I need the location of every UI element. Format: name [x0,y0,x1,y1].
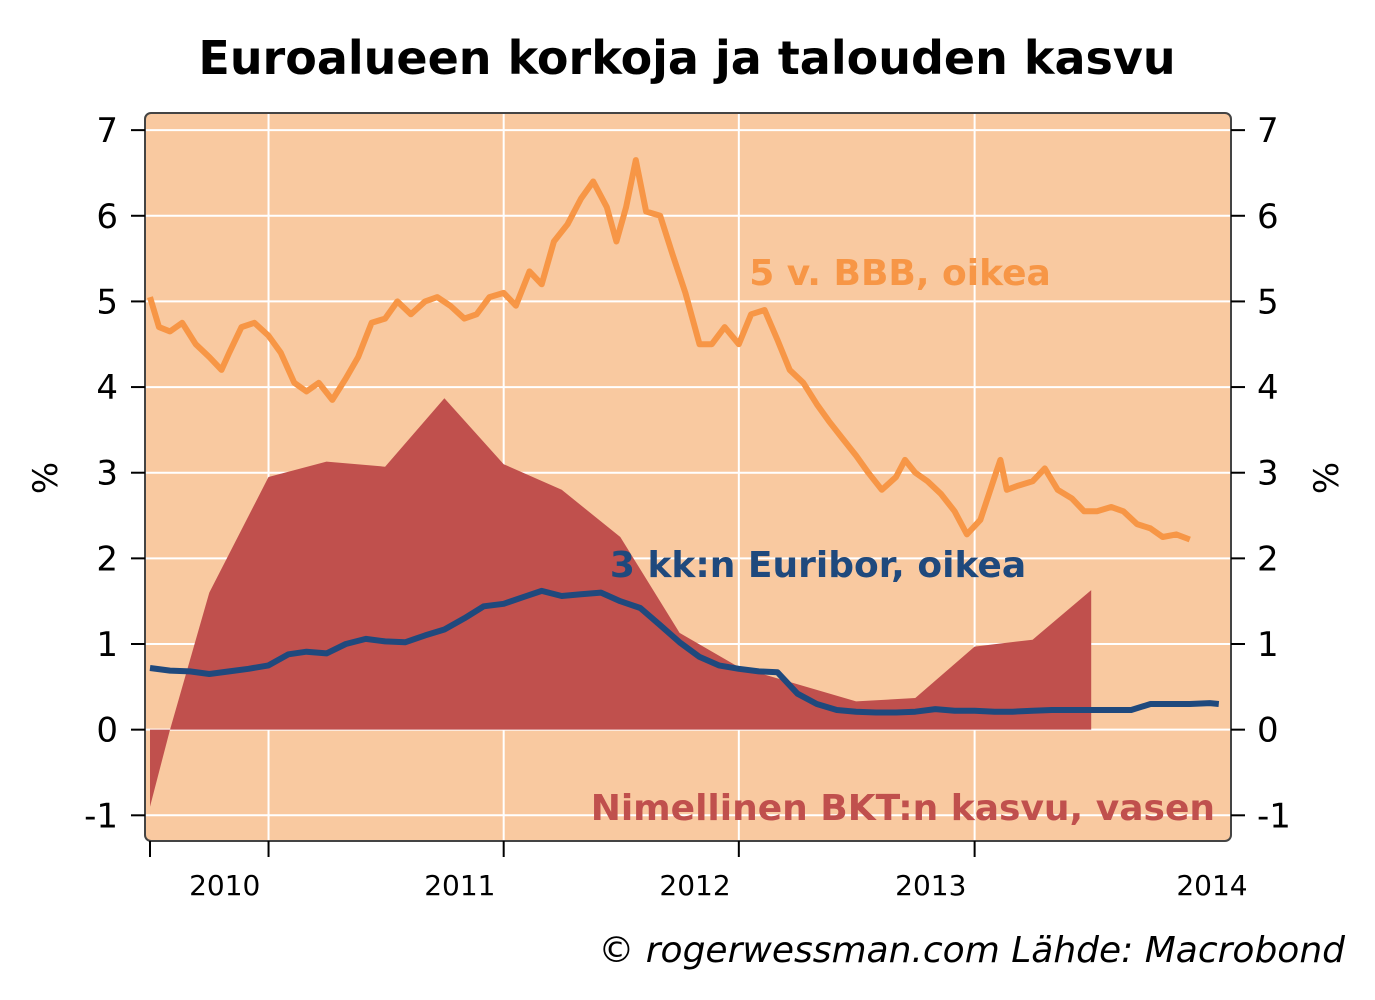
right-tick-label: 2 [1257,539,1279,579]
left-tick-label: 4 [96,368,118,408]
right-axis-ticks: 7 6 5 4 3 2 1 0 -1 [1231,111,1291,836]
left-tick-label: 6 [96,197,118,237]
x-tick-label: 2013 [895,869,966,902]
left-tick-label: 7 [96,111,118,151]
left-tick-label: 5 [96,282,118,322]
plot-frame [144,112,1232,842]
left-axis-label: % [26,462,66,494]
right-tick-label: -1 [1257,796,1291,836]
chart-title: Euroalueen korkoja ja talouden kasvu [198,31,1175,85]
left-tick-label: 2 [96,539,118,579]
left-tick-label: 0 [96,711,118,751]
right-tick-label: 4 [1257,368,1279,408]
euribor-series-label: 3 kk:n Euribor, oikea [610,545,1026,586]
euribor-line [149,587,1220,716]
source-credit: © rogerwessman.com Lähde: Macrobond [598,930,1346,971]
right-tick-label: 7 [1257,111,1279,151]
x-tick-label: 2010 [189,869,260,902]
left-tick-label: -1 [84,796,118,836]
left-axis-ticks: 7 6 5 4 3 2 1 0 -1 [84,111,145,836]
x-axis-ticks: 2010 2011 2012 2013 2014 [149,841,1248,902]
right-tick-label: 1 [1257,625,1279,665]
bbb-yield-line [147,157,1191,543]
right-tick-label: 3 [1257,454,1279,494]
right-tick-label: 6 [1257,197,1279,237]
x-tick-label: 2011 [424,869,495,902]
left-tick-label: 3 [96,454,118,494]
x-tick-label: 2012 [659,869,730,902]
right-tick-label: 0 [1257,711,1279,751]
x-tick-label: 2014 [1176,869,1247,902]
gdp-series-label: Nimellinen BKT:n kasvu, vasen [591,788,1215,829]
left-tick-label: 1 [96,625,118,665]
right-tick-label: 5 [1257,282,1279,322]
bbb-series-label: 5 v. BBB, oikea [749,253,1051,294]
right-axis-label: % [1307,462,1347,494]
